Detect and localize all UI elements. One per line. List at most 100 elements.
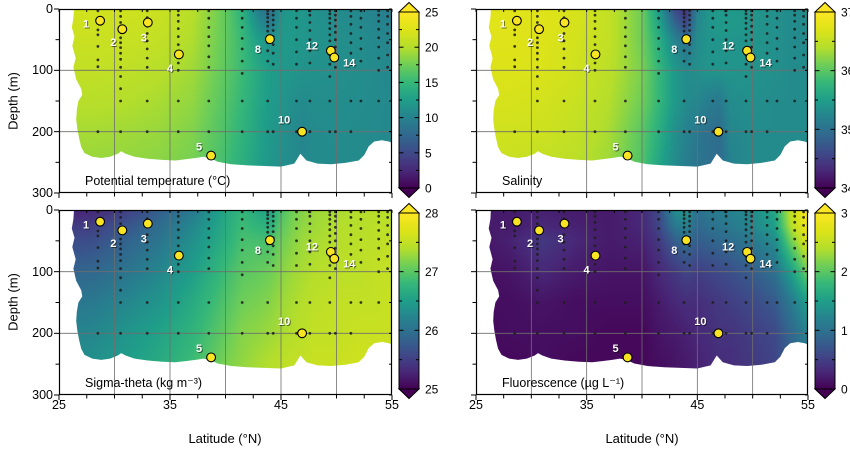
sample-dot xyxy=(359,248,363,252)
sample-dot xyxy=(536,247,539,251)
sample-dots xyxy=(513,210,805,335)
sample-dot xyxy=(295,38,298,42)
sample-dot xyxy=(207,130,211,134)
sample-dot xyxy=(793,36,797,40)
sample-dot xyxy=(750,130,753,134)
station-label: 10 xyxy=(694,115,706,127)
sample-dot xyxy=(593,214,597,218)
sample-dot xyxy=(765,301,769,304)
sample-dot xyxy=(377,27,381,31)
sample-dot xyxy=(744,16,748,20)
sample-dot xyxy=(593,19,597,23)
colorbar-potential-temperature: 0 5 10 15 20 25 xyxy=(397,1,439,199)
panel-salinity: 1 1 2 2 3 3 4 4 5 5 8 8 10 10 12 12 14 14 Salinity xyxy=(471,8,809,198)
sample-dot xyxy=(240,210,244,214)
sample-dot xyxy=(308,61,312,65)
sample-dot xyxy=(765,264,769,267)
sample-dot xyxy=(536,259,539,262)
sample-dot xyxy=(377,229,381,232)
station-marker xyxy=(297,126,308,137)
sample-dot xyxy=(536,41,539,45)
sample-dot xyxy=(145,331,149,335)
colorbar-sigma-theta: 25 26 27 28 xyxy=(397,202,439,400)
sample-dot xyxy=(765,51,769,55)
sample-dot xyxy=(271,13,275,17)
sample-dot xyxy=(657,261,660,264)
y-tick-label: 200 xyxy=(32,326,53,341)
sample-dot xyxy=(765,210,769,214)
colorbar-arrow-top xyxy=(397,1,421,13)
sample-dot xyxy=(688,244,691,248)
sample-dot xyxy=(682,29,686,33)
sample-dot xyxy=(593,270,597,274)
sample-dot xyxy=(750,225,753,229)
sample-dot xyxy=(176,68,180,72)
sample-dot xyxy=(657,59,660,63)
sample-dot xyxy=(349,233,353,237)
sample-dot xyxy=(386,32,389,35)
sample-dot xyxy=(593,43,597,46)
sample-dot xyxy=(802,53,805,57)
station-marker xyxy=(590,49,601,60)
colorbar-salinity: 34 35 36 37 xyxy=(813,1,850,199)
sample-dot xyxy=(657,301,660,304)
x-tick-label: 45 xyxy=(274,398,288,412)
sample-dot xyxy=(349,253,353,256)
sample-dot xyxy=(349,224,353,227)
sample-dot xyxy=(266,24,270,28)
sample-dot xyxy=(386,254,389,258)
sample-dot xyxy=(624,65,627,69)
station-label: 8 xyxy=(255,44,261,56)
sample-dot xyxy=(624,236,627,240)
sample-dot xyxy=(711,264,715,267)
station-label: 1 xyxy=(500,220,506,232)
sample-dot xyxy=(802,22,805,26)
sample-dot xyxy=(744,21,748,25)
station-marker xyxy=(511,216,522,227)
sample-dot xyxy=(266,213,270,217)
sample-dot xyxy=(711,26,715,29)
station-label-shadow: 3 xyxy=(558,234,564,246)
sample-dot xyxy=(744,331,748,335)
colorbar-tick-label: 34 xyxy=(841,182,850,196)
sample-dot xyxy=(207,65,211,69)
station-label-shadow: 10 xyxy=(695,116,707,128)
sample-dot xyxy=(119,15,122,18)
sample-dot xyxy=(207,245,211,249)
sample-dot xyxy=(682,301,686,304)
sample-dot xyxy=(657,99,660,103)
sample-dot xyxy=(536,57,539,61)
sample-dot xyxy=(176,210,180,214)
sample-dot xyxy=(682,12,686,16)
sample-dot xyxy=(744,130,748,134)
panel-title-salinity: Salinity xyxy=(502,174,543,188)
sample-dot xyxy=(328,75,332,78)
station-marker xyxy=(173,250,184,261)
sample-dot xyxy=(119,242,122,246)
sample-dot xyxy=(386,224,389,227)
sample-dot xyxy=(96,229,100,233)
y-tick-label: 300 xyxy=(32,388,53,402)
colorbar-arrow-bottom xyxy=(813,187,837,199)
sample-dot xyxy=(682,210,686,214)
sample-dot xyxy=(682,213,686,217)
sample-dot xyxy=(119,216,122,219)
sample-dot xyxy=(377,246,381,250)
station-label: 10 xyxy=(694,316,706,328)
sample-dot xyxy=(750,13,753,17)
panel-border xyxy=(475,8,809,194)
sample-dot xyxy=(308,301,312,304)
panel-sigma-theta: 1 1 2 2 3 3 4 4 5 5 8 8 10 10 12 12 14 14 Sigma-theta (kg… xyxy=(54,209,393,400)
sample-dot xyxy=(308,239,312,243)
sample-dot xyxy=(377,214,381,218)
sample-dot xyxy=(119,87,122,91)
sample-dot xyxy=(271,214,275,218)
sample-dot xyxy=(349,32,353,35)
station-label-shadow: 3 xyxy=(558,33,564,45)
station-marker xyxy=(745,52,756,63)
sample-dot xyxy=(562,257,566,261)
sample-dot xyxy=(750,24,753,28)
